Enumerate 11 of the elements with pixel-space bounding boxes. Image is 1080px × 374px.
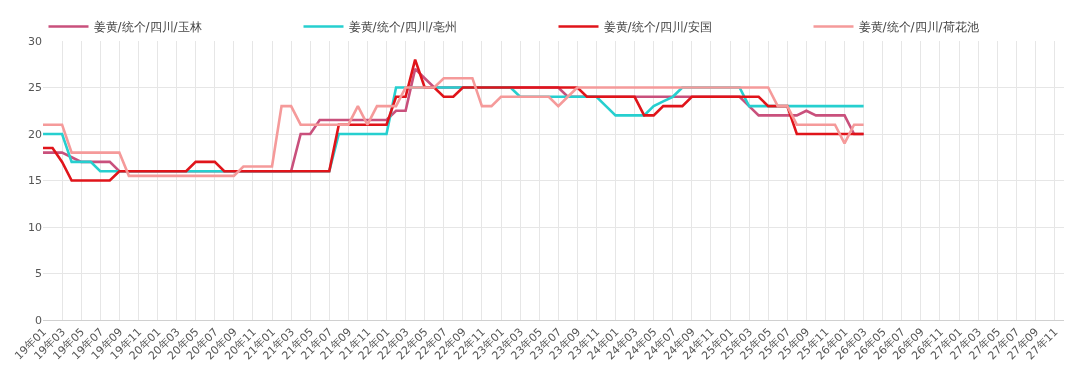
y-tick-label: 10 [28,220,42,234]
legend-label: 姜黄/统个/四川/玉林 [93,20,202,35]
legend-label: 姜黄/统个/四川/荷花池 [858,20,979,35]
y-tick-label: 5 [35,267,42,281]
legend-label: 姜黄/统个/四川/亳州 [348,20,457,35]
y-tick-label: 0 [35,313,42,327]
y-tick-label: 20 [28,127,42,141]
y-tick-label: 30 [28,34,42,48]
legend-label: 姜黄/统个/四川/安国 [603,20,712,35]
y-tick-label: 15 [28,174,42,188]
y-tick-label: 25 [28,81,42,95]
